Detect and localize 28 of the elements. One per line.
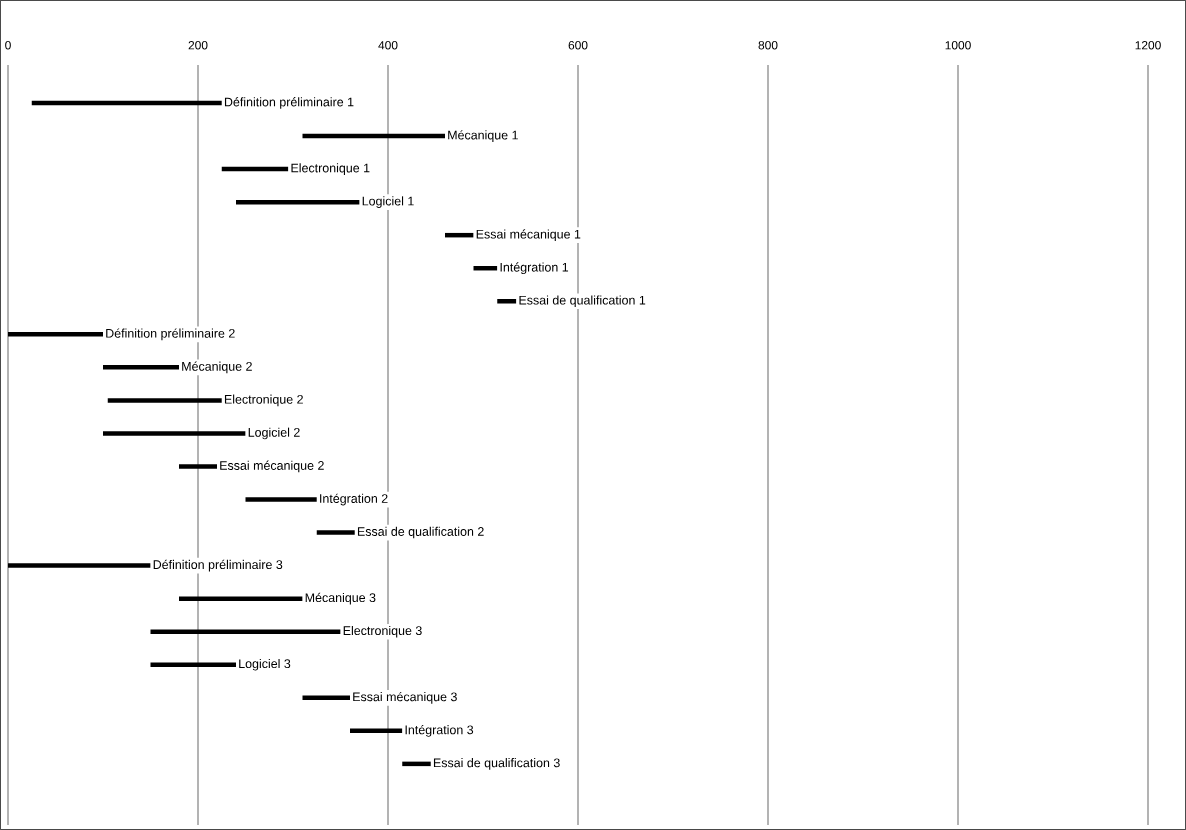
- y-tick-label: Mécanique 1: [448, 130, 518, 142]
- x-tick-label: 600: [568, 41, 588, 50]
- x-tick-label: 200: [188, 41, 208, 50]
- y-tick-label: Intégration 2: [320, 493, 388, 506]
- y-tick-label: Essai de qualification 2: [357, 526, 484, 539]
- y-tick-label: Logiciel 3: [239, 658, 291, 671]
- x-tick-label: 400: [378, 41, 398, 50]
- y-tick-label: Logiciel 1: [362, 196, 414, 208]
- x-tick-label: 0: [5, 41, 11, 50]
- y-tick-label: Essai mécanique 2: [220, 460, 324, 473]
- y-tick-label: Mécanique 3: [305, 592, 376, 605]
- y-tick-label: Définition préliminaire 3: [153, 559, 283, 572]
- y-tick-label: Essai de qualification 3: [433, 758, 560, 770]
- y-tick-label: Electronique 3: [343, 625, 422, 638]
- y-tick-label: Définition préliminaire 1: [224, 97, 354, 109]
- y-tick-label: Intégration 3: [405, 724, 474, 737]
- y-tick-label: Logiciel 2: [248, 427, 300, 440]
- x-tick-label: 800: [758, 41, 778, 50]
- y-tick-label: Intégration 1: [500, 262, 569, 275]
- y-tick-label: Electronique 1: [291, 163, 370, 175]
- y-tick-label: Mécanique 2: [182, 361, 252, 374]
- x-tick-label: 1200: [1135, 41, 1161, 50]
- x-tick-label: 1000: [945, 41, 971, 50]
- y-tick-label: Electronique 2: [224, 394, 303, 407]
- y-tick-label: Essai mécanique 1: [476, 229, 581, 242]
- y-tick-label: Définition préliminaire 2: [106, 328, 235, 341]
- y-tick-label: Essai de qualification 1: [519, 295, 646, 308]
- y-tick-label: Essai mécanique 3: [353, 691, 457, 704]
